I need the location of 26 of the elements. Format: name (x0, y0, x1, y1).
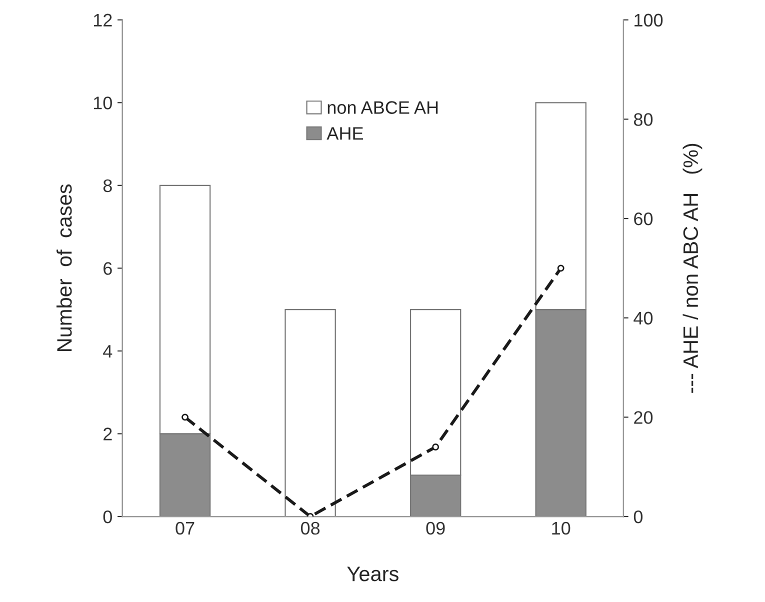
x-tick-label: 09 (426, 522, 445, 535)
y2-tick-label: 20 (634, 411, 653, 424)
y2-tick-label: 0 (634, 510, 643, 524)
y2-tick-label: 100 (634, 14, 663, 27)
x-tick-label: 07 (176, 522, 194, 535)
x-tick-label: 10 (552, 522, 570, 535)
y-axis-title: Number of cases (56, 184, 72, 351)
y-tick-label: 6 (104, 262, 112, 275)
bar (284, 309, 336, 517)
x-axis-title: Years (347, 566, 398, 582)
legend-label: AHE (326, 127, 364, 140)
point (432, 444, 440, 450)
y-tick-label: 12 (94, 14, 112, 26)
y2-tick-label: 60 (634, 212, 653, 226)
y2-tick-label: 80 (634, 113, 653, 126)
y-tick-label: 4 (103, 345, 112, 358)
point (557, 264, 564, 272)
y-tick-label: 10 (94, 96, 112, 110)
y2-axis-title: --- AHE / non ABC AH (%) (682, 144, 702, 393)
y-tick-label: 2 (104, 428, 112, 440)
x-tick-label: 08 (300, 522, 320, 535)
legend-label: non ABCE AH (328, 101, 438, 114)
point (182, 414, 189, 421)
y-tick-label: 8 (103, 179, 112, 192)
y-tick-label: 0 (103, 510, 112, 524)
y2-tick-label: 40 (634, 312, 653, 325)
